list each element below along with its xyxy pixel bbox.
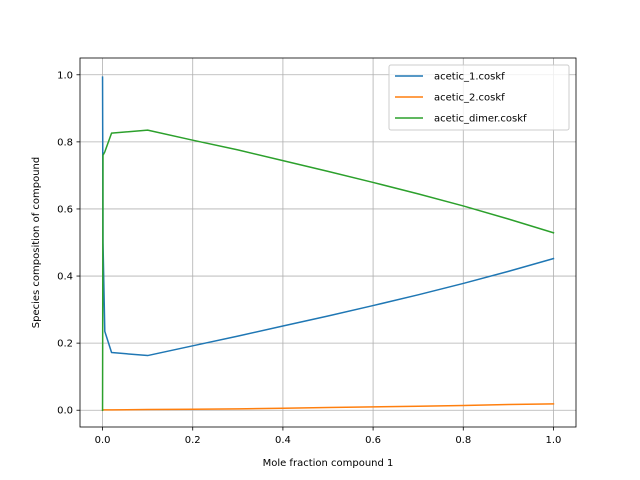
axis-ticks: 0.0 0.2 0.4 0.6 0.8 1.0 0.0 0.2 0.4 0.6 0.8 1.0: [57, 70, 561, 446]
series-line-2: [101, 403, 555, 412]
y-tick-label: 1.0: [57, 70, 73, 81]
series-line-1: [101, 76, 555, 357]
y-axis-label: Species composition of compound: [31, 157, 42, 328]
y-tick-label: 0.8: [57, 137, 73, 148]
x-tick-label: 0.6: [365, 435, 381, 446]
x-tick-label: 0.0: [95, 435, 111, 446]
legend-label-2: acetic_2.coskf: [434, 93, 505, 104]
x-tick-label: 0.4: [275, 435, 291, 446]
x-tick-label: 1.0: [546, 435, 562, 446]
y-tick-label: 0.4: [57, 272, 73, 283]
series-lines: [101, 76, 555, 412]
y-tick-label: 0.2: [57, 339, 73, 350]
legend-label-1: acetic_1.coskf: [434, 72, 505, 83]
series-line-3: [101, 129, 555, 411]
legend: acetic_1.coskf acetic_2.coskf acetic_dimer…: [388, 64, 570, 131]
y-tick-label: 0.0: [57, 406, 73, 417]
legend-label-3: acetic_dimer.coskf: [434, 114, 527, 125]
x-tick-label: 0.8: [455, 435, 471, 446]
plot-area-frame: [79, 57, 577, 428]
x-tick-label: 0.2: [185, 435, 201, 446]
x-axis-label: Mole fraction compound 1: [263, 458, 394, 469]
legend-box: [388, 64, 570, 131]
y-tick-label: 0.6: [57, 204, 73, 215]
